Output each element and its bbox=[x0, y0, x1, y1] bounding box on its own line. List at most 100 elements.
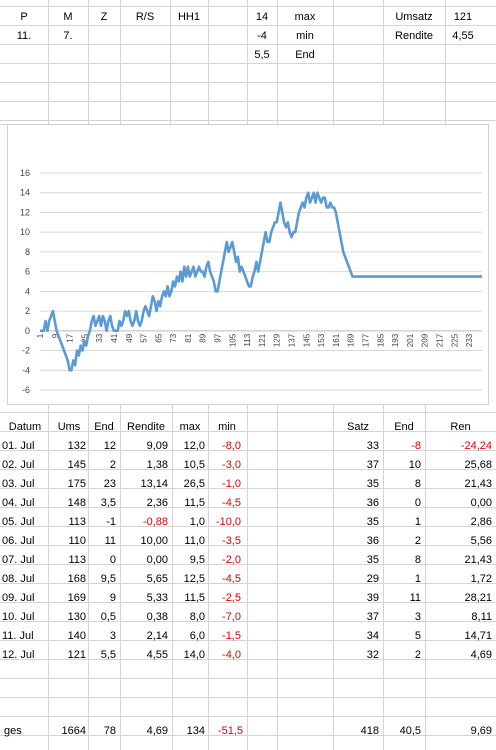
stat-min-value[interactable]: -4 bbox=[257, 30, 267, 42]
header-z[interactable]: Z bbox=[100, 11, 108, 23]
table-row-end[interactable]: 9 bbox=[109, 592, 116, 604]
table-row-rendite[interactable]: 10,00 bbox=[140, 535, 168, 547]
table-row-satz[interactable]: 35 bbox=[366, 478, 379, 490]
table-row-max[interactable]: 6,0 bbox=[189, 630, 205, 642]
table-row-satz[interactable]: 37 bbox=[366, 459, 379, 471]
summary-rendite-label[interactable]: Rendite bbox=[395, 30, 433, 42]
header-p[interactable]: P bbox=[20, 11, 28, 23]
stat-min-label[interactable]: min bbox=[296, 30, 314, 42]
table-row-ums[interactable]: 110 bbox=[68, 535, 86, 547]
table-row-end[interactable]: 0 bbox=[109, 554, 116, 566]
table-row-max[interactable]: 11,5 bbox=[184, 497, 205, 509]
total-label[interactable]: ges bbox=[4, 725, 22, 737]
total-end2[interactable]: 40,5 bbox=[399, 725, 421, 737]
table-row-ums[interactable]: 169 bbox=[67, 592, 86, 604]
table-row-datum[interactable]: 10. Jul bbox=[2, 611, 35, 623]
table-row-datum[interactable]: 07. Jul bbox=[2, 554, 35, 566]
table-row-ren[interactable]: 8,11 bbox=[471, 611, 492, 623]
table-row-ums[interactable]: 121 bbox=[67, 649, 86, 661]
table-row-rendite[interactable]: 0,38 bbox=[146, 611, 168, 623]
table-row-ums[interactable]: 168 bbox=[67, 573, 86, 585]
table-row-datum[interactable]: 01. Jul bbox=[2, 440, 35, 452]
table-row-ums[interactable]: 132 bbox=[67, 440, 86, 452]
table-row-ums[interactable]: 145 bbox=[67, 459, 86, 471]
table-row-rendite[interactable]: 4,55 bbox=[146, 649, 168, 661]
table-row-end[interactable]: 3,5 bbox=[100, 497, 116, 509]
table-row-end2[interactable]: 1 bbox=[414, 573, 421, 585]
table-row-max[interactable]: 26,5 bbox=[183, 478, 205, 490]
table-row-rendite[interactable]: 13,14 bbox=[140, 478, 168, 490]
table-row-ren[interactable]: 21,43 bbox=[464, 554, 492, 566]
table-row-rendite[interactable]: 1,38 bbox=[146, 459, 168, 471]
table-row-satz[interactable]: 39 bbox=[366, 592, 379, 604]
table-row-end[interactable]: 5,5 bbox=[100, 649, 116, 661]
table-row-end2[interactable]: 0 bbox=[414, 497, 421, 509]
table-row-satz[interactable]: 35 bbox=[366, 554, 379, 566]
table-row-end[interactable]: 12 bbox=[103, 440, 116, 452]
line-chart[interactable]: -6 -4 -2 0 2 4 6 8 10 12 14 16 1 9 17 25 33 41 49 57 65 73 81 8… bbox=[7, 124, 489, 405]
table-row-ren[interactable]: 28,21 bbox=[464, 592, 492, 604]
summary-umsatz-label[interactable]: Umsatz bbox=[395, 11, 433, 23]
table-row-satz[interactable]: 34 bbox=[366, 630, 379, 642]
table-row-datum[interactable]: 06. Jul bbox=[2, 535, 35, 547]
table-row-end[interactable]: 11 bbox=[104, 535, 116, 547]
table-row-min[interactable]: -2,0 bbox=[222, 554, 241, 566]
table-row-datum[interactable]: 03. Jul bbox=[2, 478, 35, 490]
table-row-ren[interactable]: 4,69 bbox=[470, 649, 492, 661]
table-row-max[interactable]: 11,5 bbox=[184, 592, 205, 604]
total-max[interactable]: 134 bbox=[186, 725, 205, 737]
table-row-max[interactable]: 9,5 bbox=[189, 554, 205, 566]
table-row-min[interactable]: -4,0 bbox=[222, 649, 241, 661]
table-row-datum[interactable]: 08. Jul bbox=[2, 573, 35, 585]
table-row-ren[interactable]: 14,71 bbox=[464, 630, 492, 642]
table-row-end2[interactable]: 1 bbox=[414, 516, 421, 528]
table-row-end[interactable]: 23 bbox=[103, 478, 116, 490]
table-row-end2[interactable]: 2 bbox=[414, 535, 421, 547]
total-satz[interactable]: 418 bbox=[360, 725, 379, 737]
table-row-min[interactable]: -2,5 bbox=[222, 592, 241, 604]
table-row-end[interactable]: 9,5 bbox=[100, 573, 116, 585]
table-row-satz[interactable]: 29 bbox=[366, 573, 379, 585]
table-row-max[interactable]: 1,0 bbox=[189, 516, 205, 528]
table-header-5[interactable]: min bbox=[218, 421, 236, 433]
table-row-ums[interactable]: 140 bbox=[67, 630, 86, 642]
table-row-ums[interactable]: 175 bbox=[67, 478, 86, 490]
total-ums[interactable]: 1664 bbox=[61, 725, 86, 737]
table-row-ren[interactable]: 2,86 bbox=[470, 516, 492, 528]
table-row-min[interactable]: -10,0 bbox=[215, 516, 241, 528]
table-header-end[interactable]: End bbox=[394, 421, 414, 433]
table-row-rendite[interactable]: 2,36 bbox=[146, 497, 168, 509]
table-row-end[interactable]: 3 bbox=[109, 630, 116, 642]
table-row-min[interactable]: -1,0 bbox=[222, 478, 241, 490]
table-row-end2[interactable]: 8 bbox=[414, 478, 421, 490]
table-row-max[interactable]: 12,0 bbox=[183, 440, 205, 452]
table-header-ren[interactable]: Ren bbox=[450, 421, 471, 433]
table-row-end2[interactable]: 5 bbox=[414, 630, 421, 642]
total-rendite[interactable]: 4,69 bbox=[146, 725, 168, 737]
table-row-max[interactable]: 14,0 bbox=[183, 649, 205, 661]
header-rs[interactable]: R/S bbox=[135, 11, 155, 23]
table-row-rendite[interactable]: 0,00 bbox=[146, 554, 168, 566]
header-m[interactable]: M bbox=[63, 11, 73, 23]
stat-max-value[interactable]: 14 bbox=[255, 11, 269, 23]
table-row-end2[interactable]: 3 bbox=[414, 611, 421, 623]
table-row-end[interactable]: -1 bbox=[106, 516, 116, 528]
table-row-satz[interactable]: 36 bbox=[366, 535, 379, 547]
table-row-min[interactable]: -3,0 bbox=[222, 459, 241, 471]
table-row-max[interactable]: 11,0 bbox=[184, 535, 205, 547]
table-row-datum[interactable]: 02. Jul bbox=[2, 459, 35, 471]
table-header-3[interactable]: Rendite bbox=[127, 421, 165, 433]
stat-max-label[interactable]: max bbox=[294, 11, 316, 23]
table-row-max[interactable]: 8,0 bbox=[189, 611, 205, 623]
table-row-ums[interactable]: 130 bbox=[67, 611, 86, 623]
table-row-max[interactable]: 10,5 bbox=[183, 459, 205, 471]
header-hh1[interactable]: HH1 bbox=[177, 11, 200, 23]
table-row-datum[interactable]: 11. Jul bbox=[2, 630, 34, 642]
table-row-min[interactable]: -1,5 bbox=[222, 630, 241, 642]
table-row-max[interactable]: 12,5 bbox=[183, 573, 205, 585]
table-row-datum[interactable]: 09. Jul bbox=[2, 592, 35, 604]
table-row-rendite[interactable]: 5,65 bbox=[146, 573, 168, 585]
stat-end-value[interactable]: 5,5 bbox=[254, 49, 270, 61]
summary-rendite-value[interactable]: 4,55 bbox=[452, 30, 474, 42]
table-row-end2[interactable]: 8 bbox=[414, 554, 421, 566]
